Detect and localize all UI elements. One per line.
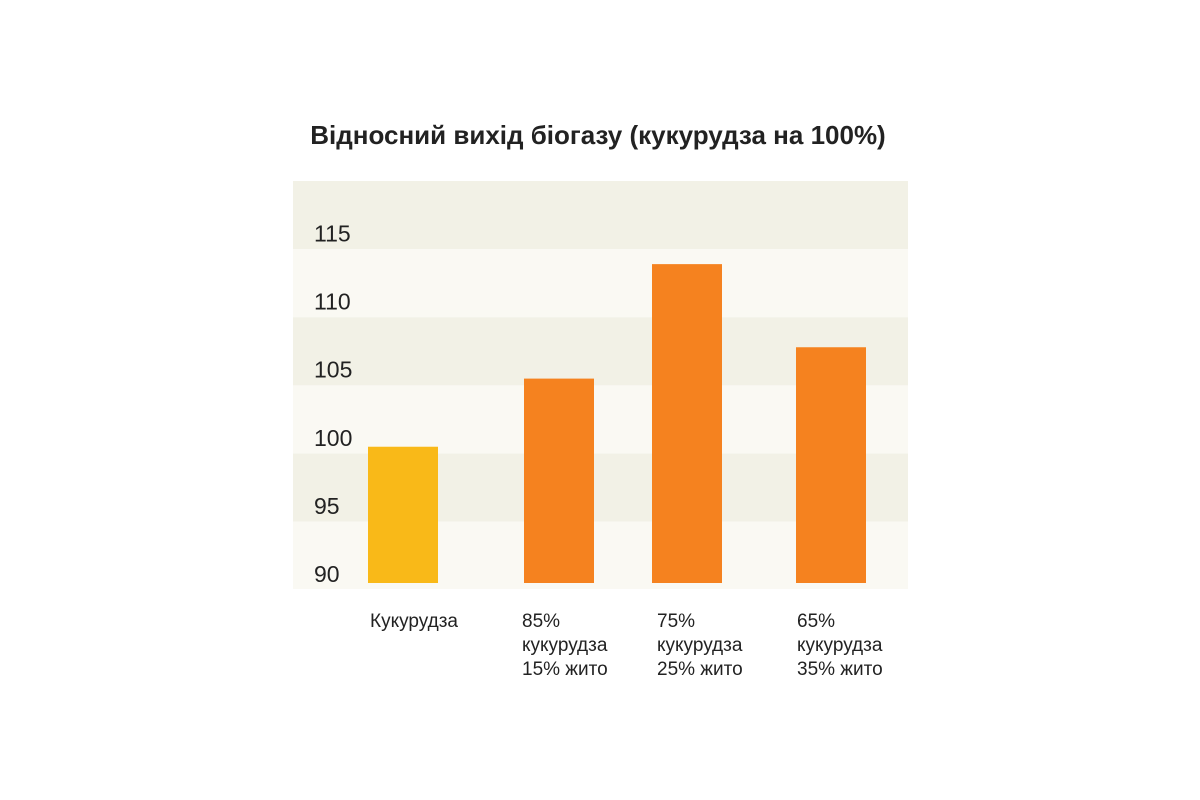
band — [293, 249, 908, 318]
y-tick-label: 105 — [314, 357, 352, 383]
x-tick-label: 25% жито — [657, 659, 743, 680]
x-tick-label: 65% — [797, 611, 835, 632]
bar — [368, 446, 438, 583]
x-tick-label: кукурудза — [797, 635, 883, 656]
y-tick-label: 100 — [314, 425, 352, 451]
y-tick-label: 115 — [314, 220, 351, 246]
y-tick-label: 110 — [314, 289, 351, 315]
bar — [524, 378, 594, 583]
chart-title: Відносний вихід біогазу (кукурудза на 10… — [310, 120, 885, 150]
band — [293, 181, 908, 250]
x-tick-label: кукурудза — [522, 635, 608, 656]
x-tick-label: 75% — [657, 611, 695, 632]
x-tick-label: Кукурудза — [370, 611, 458, 632]
bar — [652, 264, 722, 583]
x-tick-label: 15% жито — [522, 659, 608, 680]
bar — [796, 347, 866, 583]
x-tick-label: 35% жито — [797, 659, 883, 680]
x-tick-label: кукурудза — [657, 635, 743, 656]
x-tick-label: 85% — [522, 611, 560, 632]
y-tick-label: 95 — [314, 493, 340, 519]
y-tick-label: 90 — [314, 561, 340, 587]
